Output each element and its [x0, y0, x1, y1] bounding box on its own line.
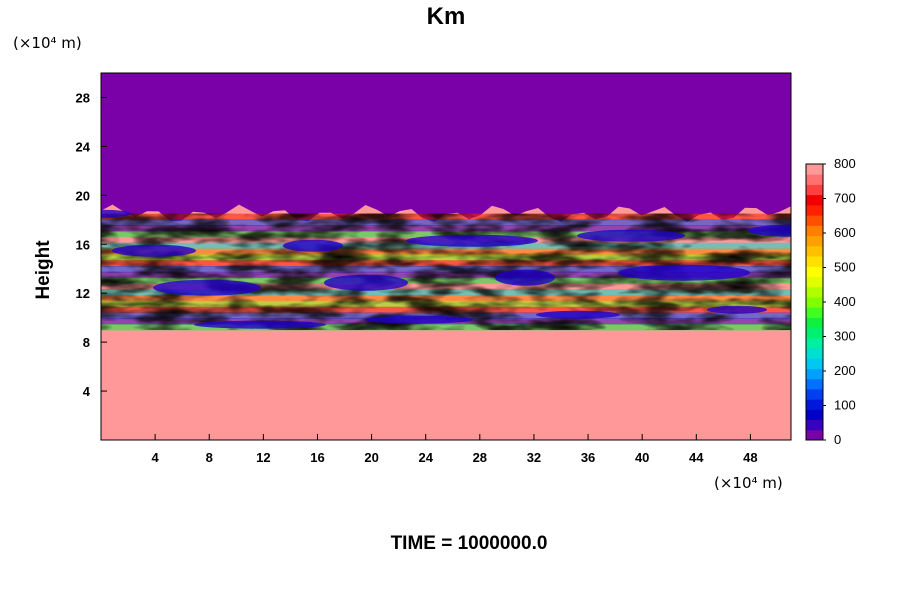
colorbar-segment	[806, 429, 823, 441]
mixing-streak	[748, 224, 791, 237]
x-tick-label: 36	[581, 450, 595, 465]
colorbar-tick-label: 200	[834, 363, 856, 378]
x-tick-label: 12	[256, 450, 270, 465]
plot-frame	[100, 72, 792, 441]
mixing-streak	[324, 274, 408, 291]
colorbar-segment	[806, 358, 823, 369]
colorbar-tick-label: 300	[834, 329, 856, 344]
chart-title: Km	[427, 3, 466, 30]
colorbar-frame	[805, 163, 824, 441]
colorbar-segment	[806, 348, 823, 359]
colorbar-segment	[806, 204, 823, 216]
colorbar-segment	[806, 184, 823, 196]
plot-area	[101, 73, 791, 440]
colorbar-segment	[806, 266, 823, 277]
y-tick-label: 24	[76, 139, 91, 154]
x-tick-label: 24	[418, 450, 433, 465]
colorbar-tick-label: 500	[834, 260, 856, 275]
mixing-streak	[194, 320, 326, 329]
colorbar-segment	[806, 368, 823, 380]
mixing-streak	[365, 315, 473, 324]
colorbar-segment	[806, 174, 823, 185]
x-tick-label: 16	[310, 450, 324, 465]
y-axis: 4 8 12 16 20 24 28	[76, 90, 107, 399]
mixing-layer	[101, 209, 791, 331]
colorbar-segment	[806, 307, 823, 318]
colorbar-segment	[806, 194, 823, 206]
mixing-streak	[112, 244, 196, 257]
mixing-streak	[406, 234, 538, 247]
field-layer	[101, 73, 791, 331]
colorbar-segment	[806, 276, 823, 288]
mixing-streak	[618, 264, 750, 281]
mixing-streak	[577, 229, 685, 242]
y-tick-label: 28	[76, 90, 90, 105]
colorbar-tick-label: 600	[834, 225, 856, 240]
mixing-streak	[495, 269, 555, 286]
colorbar-tick-label: 400	[834, 294, 856, 309]
mixing-streak	[101, 209, 131, 218]
colorbar-tick-label: 800	[834, 156, 856, 171]
colorbar-segment	[806, 327, 823, 339]
y-tick-label: 16	[76, 237, 90, 252]
colorbar-segment	[806, 286, 823, 298]
mixing-streak	[283, 239, 343, 252]
y-tick-label: 8	[83, 335, 90, 350]
colorbar-tick-label: 100	[834, 398, 856, 413]
y-unit-label: (×10⁴ m)	[13, 34, 82, 52]
colorbar-segment	[806, 225, 823, 237]
x-tick-label: 8	[206, 450, 213, 465]
mixing-streak	[153, 279, 261, 296]
colorbar-segment	[806, 245, 823, 257]
colorbar-tick-label: 700	[834, 191, 856, 206]
y-tick-label: 4	[83, 384, 91, 399]
colorbar-segment	[806, 378, 823, 390]
colorbar-tick-label: 0	[834, 432, 841, 447]
colorbar-segment	[806, 419, 823, 431]
y-tick-label: 12	[76, 286, 90, 301]
colorbar-segment	[806, 317, 823, 329]
x-tick-label: 40	[635, 450, 649, 465]
colorbar-segment	[806, 409, 823, 421]
colorbar-segment	[806, 388, 823, 400]
y-tick-label: 20	[76, 188, 90, 203]
colorbar-segment	[806, 256, 823, 267]
colorbar-segment	[806, 215, 823, 226]
colorbar: 0 100 200 300 400 500 600 700 800	[806, 156, 856, 447]
colorbar-segment	[806, 296, 823, 308]
x-tick-label: 48	[743, 450, 757, 465]
x-unit-label: (×10⁴ m)	[714, 474, 783, 492]
colorbar-segment	[806, 337, 823, 349]
time-label: TIME = 1000000.0	[391, 533, 548, 554]
colorbar-segment	[806, 164, 823, 175]
colorbar-segment	[806, 235, 823, 247]
x-tick-label: 20	[364, 450, 378, 465]
mixing-streak	[707, 305, 767, 314]
x-axis: 4 8 12 16 20 24 28 32 36 40 44 48	[152, 434, 758, 465]
x-tick-label: 44	[689, 450, 704, 465]
x-tick-label: 4	[152, 450, 160, 465]
y-axis-label: Height	[33, 240, 54, 300]
x-tick-label: 32	[527, 450, 541, 465]
colorbar-segment	[806, 399, 823, 410]
upper-region	[101, 73, 791, 222]
x-tick-label: 28	[473, 450, 487, 465]
mixing-streak	[536, 310, 620, 319]
